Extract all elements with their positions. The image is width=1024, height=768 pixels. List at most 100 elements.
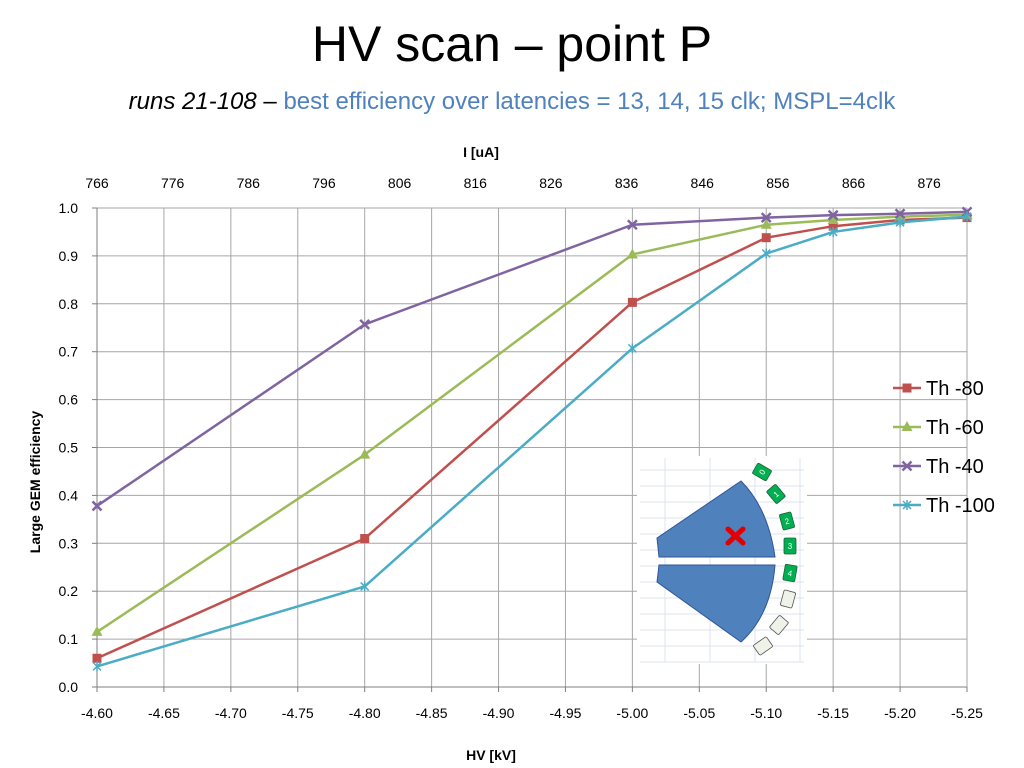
legend-swatch-marker: [901, 460, 913, 472]
sector-tab-label: 2: [784, 516, 791, 526]
data-point: [627, 297, 637, 307]
top-axis-tick-label: 786: [237, 175, 261, 191]
data-point: [626, 248, 638, 259]
data-point: [962, 211, 972, 222]
sector-tab-shape: [782, 563, 798, 583]
top-axis-tick-label: 796: [312, 175, 336, 191]
sector-tab: 3: [783, 537, 797, 555]
x-tick-label: -4.90: [483, 705, 515, 721]
subtitle-runs: runs 21-108: [128, 88, 257, 115]
legend: Th -80 Th -60 Th -40 Th -100: [893, 378, 995, 517]
sector-tab-shape: [752, 462, 772, 482]
legend-swatch-marker: [902, 383, 912, 393]
top-axis-tick-label: 826: [539, 175, 563, 191]
data-point: [92, 653, 102, 663]
detector-map-inset: 0 1 2 3 4: [637, 456, 807, 664]
empty-sector-tab-shape: [753, 636, 773, 656]
legend-label: Th -80: [926, 378, 984, 400]
empty-sector-tab: [753, 636, 773, 656]
x-tick-label: -5.10: [750, 705, 782, 721]
data-point: [760, 212, 772, 223]
y-tick-label: 1.0: [59, 200, 79, 216]
series-group: [91, 206, 973, 672]
series-th-60: [91, 208, 973, 636]
x-tick-label: -5.25: [951, 705, 983, 721]
data-point: [827, 213, 839, 224]
top-axis-tick-label: 776: [161, 175, 185, 191]
y-tick-label: 0.4: [59, 487, 79, 503]
x-tick-label: -4.95: [550, 705, 582, 721]
data-point: [627, 343, 637, 354]
legend-item: Th -60: [893, 417, 984, 439]
marker-stroke: [901, 460, 913, 472]
y-tick-label: 0.5: [59, 440, 79, 456]
top-axis-tick-label: 846: [691, 175, 715, 191]
top-axis-tick-label: 836: [615, 175, 639, 191]
data-point: [761, 233, 771, 243]
sector-tab-label: 1: [772, 489, 782, 499]
y-tick-label: 0.0: [59, 679, 79, 695]
x-tick-label: -4.85: [416, 705, 448, 721]
marker-stroke: [91, 500, 103, 512]
y-tick-label: 0.6: [59, 392, 79, 408]
data-point: [360, 534, 370, 544]
x-tick-label: -4.60: [81, 705, 113, 721]
data-point: [360, 581, 370, 592]
data-point: [91, 500, 103, 512]
sector-tab-shape: [766, 484, 786, 504]
series-th-40: [91, 206, 973, 512]
y-tick-label: 0.7: [59, 344, 79, 360]
data-point: [828, 221, 838, 231]
x-tick-label: -5.20: [884, 705, 916, 721]
legend-swatch-marker: [902, 500, 912, 510]
data-point: [895, 217, 905, 228]
plot-axes: [92, 207, 968, 692]
series-th-100: [92, 211, 972, 672]
x-tick-label: -5.00: [616, 705, 648, 721]
y-axis-title: Large GEM efficiency: [27, 411, 43, 554]
legend-swatch-marker: [901, 421, 913, 431]
detector-lower-half: [656, 564, 776, 643]
data-point: [359, 448, 371, 459]
top-axis-tick-label: 856: [766, 175, 790, 191]
x-tick-label: -4.80: [349, 705, 381, 721]
legend-item: Th -80: [893, 378, 984, 400]
legend-label: Th -40: [926, 456, 984, 478]
legend-item: Th -100: [893, 495, 995, 517]
slide-title: HV scan – point P: [311, 16, 713, 72]
subtitle-description: best efficiency over latencies = 13, 14,…: [283, 88, 896, 115]
y-tick-label: 0.8: [59, 296, 79, 312]
marker-stroke: [627, 219, 638, 231]
top-axis-tick-label: 806: [388, 175, 412, 191]
marker-stroke: [827, 209, 839, 221]
x-tick-label: -4.65: [148, 705, 180, 721]
y-tick-label: 0.2: [59, 583, 79, 599]
sector-tab: 4: [782, 563, 798, 583]
sector-tab-shape: [779, 511, 795, 531]
y-tick-label: 0.1: [59, 631, 79, 647]
sector-tab: 2: [779, 511, 795, 531]
x-tick-label: -5.05: [683, 705, 715, 721]
subtitle-dash: –: [256, 88, 284, 115]
tick-labels: -4.60 -4.65 -4.70 -4.75 -4.80 -4.85 -4.90 -4.95…: [59, 175, 984, 721]
x-tick-label: -4.70: [215, 705, 247, 721]
data-point: [92, 661, 102, 672]
top-axis-tick-label: 866: [842, 175, 866, 191]
data-point: [627, 219, 638, 231]
y-tick-label: 0.3: [59, 535, 79, 551]
top-axis-tick-label: 876: [917, 175, 941, 191]
data-point: [91, 625, 103, 636]
data-point: [761, 248, 771, 259]
y-tick-label: 0.9: [59, 248, 79, 264]
sector-tab-label: 3: [788, 542, 793, 551]
legend-item: Th -40: [893, 456, 984, 478]
x-axis-title: HV [kV]: [466, 747, 516, 763]
series-line: [96, 213, 968, 633]
legend-label: Th -60: [926, 417, 984, 439]
x-tick-label: -5.15: [817, 705, 849, 721]
marker-stroke: [359, 319, 371, 330]
data-point: [760, 218, 772, 229]
empty-sector-tab: [769, 615, 789, 635]
empty-sector-tab-shape: [769, 615, 789, 635]
